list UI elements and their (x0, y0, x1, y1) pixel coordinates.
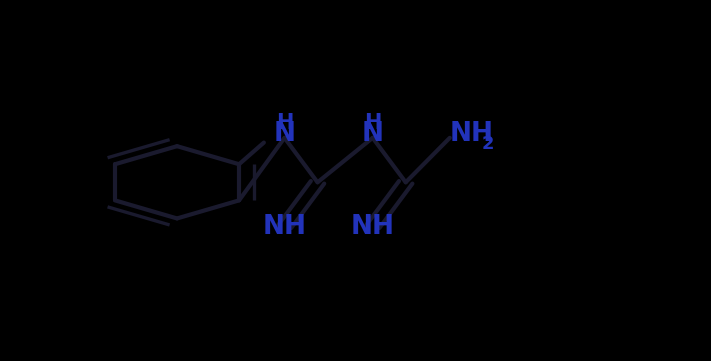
Text: H: H (364, 113, 381, 132)
Text: NH: NH (351, 214, 395, 240)
Text: NH: NH (450, 122, 494, 148)
Text: NH: NH (262, 214, 306, 240)
Text: H: H (276, 113, 293, 132)
Text: N: N (362, 121, 384, 147)
Text: 2: 2 (481, 135, 493, 153)
Text: N: N (274, 121, 296, 147)
